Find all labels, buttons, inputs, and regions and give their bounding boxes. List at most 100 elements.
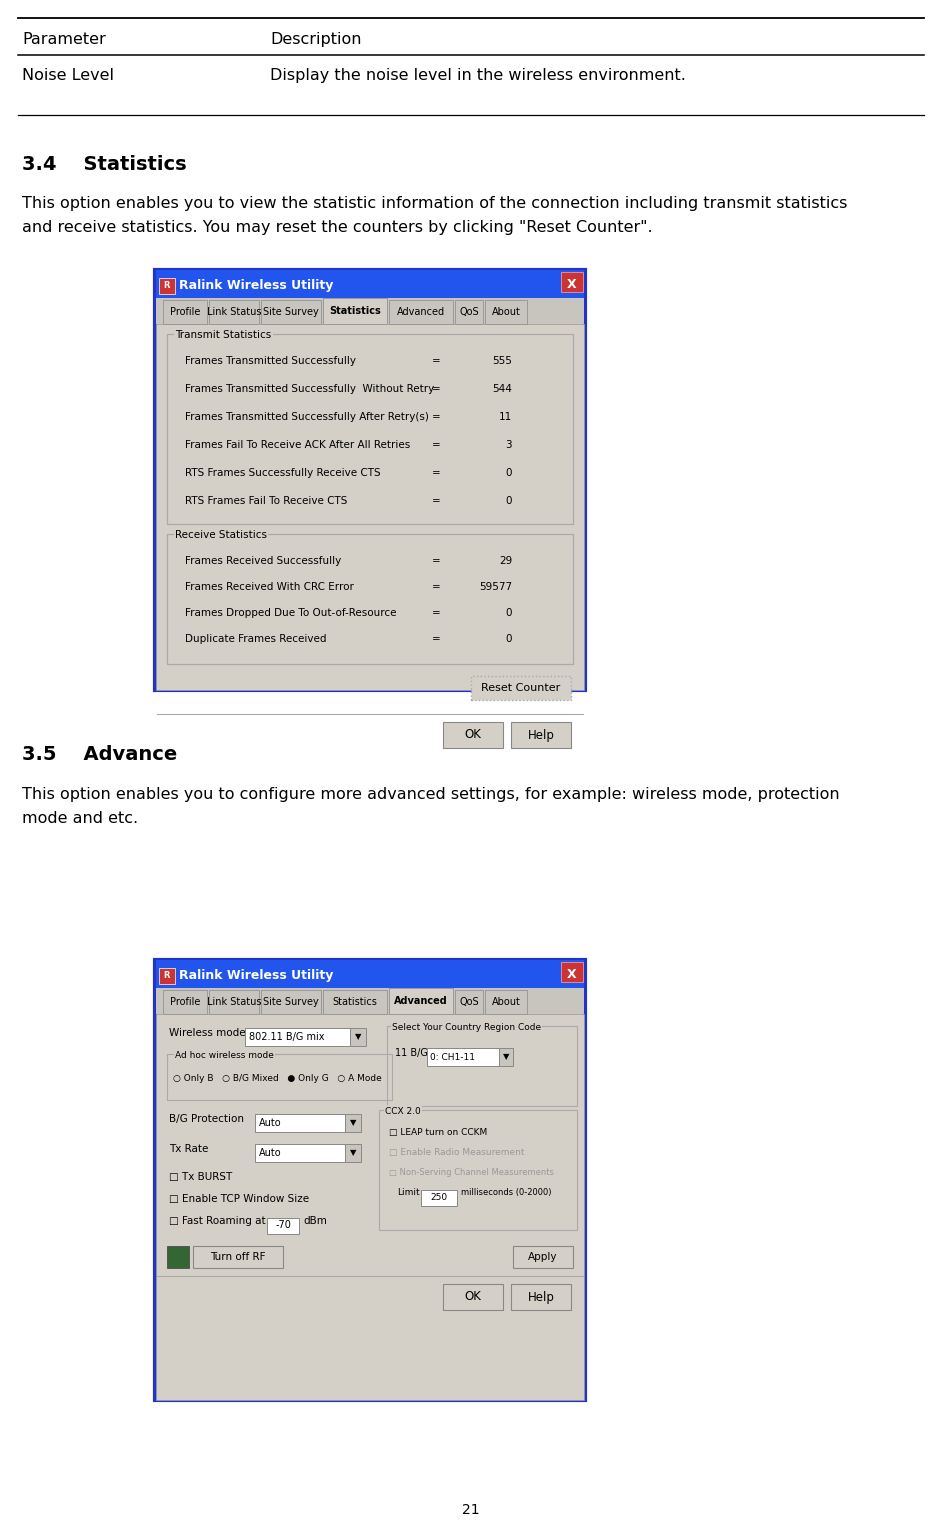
Bar <box>167 1247 189 1268</box>
Text: QoS: QoS <box>459 307 479 317</box>
Bar <box>156 298 584 324</box>
Bar <box>511 722 571 748</box>
Text: =: = <box>432 439 441 450</box>
Text: Statistics: Statistics <box>329 307 381 316</box>
Bar <box>443 722 503 748</box>
Text: OK: OK <box>464 1291 481 1303</box>
Text: □ Tx BURST: □ Tx BURST <box>169 1172 233 1183</box>
Text: Turn off RF: Turn off RF <box>210 1251 266 1262</box>
Text: =: = <box>432 607 441 618</box>
Bar <box>421 1190 457 1206</box>
Text: 3.5    Advance: 3.5 Advance <box>22 745 177 765</box>
Bar <box>159 967 175 984</box>
Text: 0: 0 <box>506 496 512 507</box>
Text: 21: 21 <box>463 1503 479 1517</box>
Text: Profile: Profile <box>170 996 201 1007</box>
Text: =: = <box>432 496 441 507</box>
Bar <box>193 1247 283 1268</box>
Text: 11: 11 <box>498 412 512 423</box>
Text: Frames Transmitted Successfully: Frames Transmitted Successfully <box>185 356 356 366</box>
Text: 250: 250 <box>430 1192 447 1201</box>
Text: Frames Fail To Receive ACK After All Retries: Frames Fail To Receive ACK After All Ret… <box>185 439 411 450</box>
Text: =: = <box>432 385 441 394</box>
Text: 29: 29 <box>498 555 512 566</box>
Bar <box>345 1114 361 1132</box>
Text: ▼: ▼ <box>355 1033 361 1042</box>
Text: Site Survey: Site Survey <box>263 307 319 317</box>
Text: B/G Protection: B/G Protection <box>169 1114 244 1125</box>
Bar <box>485 990 527 1013</box>
Bar <box>267 1218 299 1235</box>
Text: dBm: dBm <box>303 1216 327 1225</box>
Text: Select Your Country Region Code: Select Your Country Region Code <box>392 1022 541 1032</box>
Bar <box>455 990 483 1013</box>
Text: =: = <box>432 555 441 566</box>
Text: 0: 0 <box>506 468 512 478</box>
Bar <box>561 961 583 983</box>
Bar <box>485 301 527 324</box>
Text: This option enables you to configure more advanced settings, for example: wirele: This option enables you to configure mor… <box>22 787 839 803</box>
Text: Description: Description <box>270 32 362 47</box>
Bar <box>387 1025 577 1106</box>
Bar <box>455 301 483 324</box>
Text: 802.11 B/G mix: 802.11 B/G mix <box>249 1032 324 1042</box>
Bar <box>379 1109 577 1230</box>
Text: Ralink Wireless Utility: Ralink Wireless Utility <box>179 969 333 983</box>
Bar <box>159 278 175 295</box>
Text: Site Survey: Site Survey <box>263 996 319 1007</box>
Text: Tx Rate: Tx Rate <box>169 1144 208 1154</box>
Bar <box>471 676 571 700</box>
Text: Ad hoc wireless mode: Ad hoc wireless mode <box>175 1050 274 1059</box>
Text: Parameter: Parameter <box>22 32 106 47</box>
Bar <box>261 301 321 324</box>
Bar <box>427 1048 499 1067</box>
Bar <box>167 1054 392 1100</box>
Text: □ Non-Serving Channel Measurements: □ Non-Serving Channel Measurements <box>389 1167 554 1177</box>
Bar <box>209 990 259 1013</box>
Text: Frames Received Successfully: Frames Received Successfully <box>185 555 341 566</box>
Text: 0: CH1-11: 0: CH1-11 <box>430 1053 475 1062</box>
Bar <box>156 324 584 690</box>
Text: Reset Counter: Reset Counter <box>481 684 560 693</box>
Text: =: = <box>432 468 441 478</box>
Text: □ LEAP turn on CCKM: □ LEAP turn on CCKM <box>389 1128 487 1137</box>
Text: ▼: ▼ <box>349 1119 356 1128</box>
Text: Frames Transmitted Successfully  Without Retry: Frames Transmitted Successfully Without … <box>185 385 434 394</box>
Text: Advanced: Advanced <box>397 307 445 317</box>
Text: mode and etc.: mode and etc. <box>22 810 138 826</box>
Text: 0: 0 <box>506 633 512 644</box>
Text: Statistics: Statistics <box>333 996 378 1007</box>
Text: -70: -70 <box>275 1219 291 1230</box>
Bar <box>167 534 573 664</box>
Bar <box>156 270 584 298</box>
Bar <box>167 334 573 523</box>
Bar <box>511 1283 571 1309</box>
Text: 0: 0 <box>506 607 512 618</box>
Text: □ Enable Radio Measurement: □ Enable Radio Measurement <box>389 1148 525 1157</box>
Text: Help: Help <box>528 728 555 742</box>
Text: Wireless mode: Wireless mode <box>169 1029 246 1038</box>
Text: Display the noise level in the wireless environment.: Display the noise level in the wireless … <box>270 69 686 82</box>
Text: ○ Only B   ○ B/G Mixed   ● Only G   ○ A Mode: ○ Only B ○ B/G Mixed ● Only G ○ A Mode <box>173 1074 382 1083</box>
Bar <box>163 990 207 1013</box>
Bar <box>156 960 584 987</box>
Text: Apply: Apply <box>528 1251 558 1262</box>
Bar <box>350 1029 366 1045</box>
Text: ▼: ▼ <box>503 1053 510 1062</box>
Bar <box>255 1114 345 1132</box>
Text: =: = <box>432 633 441 644</box>
Text: Profile: Profile <box>170 307 201 317</box>
Bar <box>155 960 585 1399</box>
Text: =: = <box>432 412 441 423</box>
Text: RTS Frames Fail To Receive CTS: RTS Frames Fail To Receive CTS <box>185 496 348 507</box>
Bar <box>323 990 387 1013</box>
Text: □ Fast Roaming at: □ Fast Roaming at <box>169 1216 266 1225</box>
Text: OK: OK <box>464 728 481 742</box>
Text: R: R <box>164 281 171 290</box>
Text: =: = <box>432 356 441 366</box>
Bar <box>209 301 259 324</box>
Bar <box>323 298 387 324</box>
Bar <box>156 1013 584 1399</box>
Text: 59577: 59577 <box>479 581 512 592</box>
Text: Auto: Auto <box>259 1148 282 1158</box>
